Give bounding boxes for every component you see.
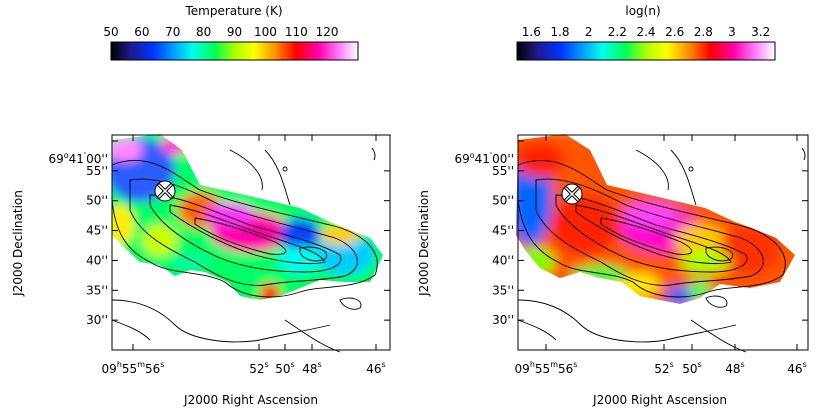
colorbar-tick-label: 2.6: [665, 25, 684, 39]
colorbar-tick-label: 90: [227, 25, 242, 39]
y-tick-label: 40'': [86, 253, 108, 267]
y-axis-label: J2000 Declination: [417, 190, 431, 297]
plot-frame: [517, 134, 809, 351]
y-tick-label: 30'': [492, 313, 514, 327]
colorbar-title: log(n): [625, 4, 660, 18]
colorbar-tick-label: 3: [728, 25, 736, 39]
x-tick-labels: 09h55m56s 52s 50s 48s 46s: [102, 360, 386, 376]
y-tick-labels: 30'' 35'' 40'' 45'' 50'' 55'': [86, 164, 108, 327]
colorbar-tick-label: 50: [103, 25, 118, 39]
x-tick-label: 46s: [366, 360, 385, 376]
colorbar-tick-label: 70: [165, 25, 180, 39]
heatmap-temperature: [112, 134, 383, 300]
contours-density: [517, 147, 806, 353]
x-axis-label: J2000 Right Ascension: [183, 393, 318, 407]
colorbar-tick-label: 120: [316, 25, 339, 39]
y-tick-label: 55'': [86, 164, 108, 178]
y-tick-label: 40'': [492, 253, 514, 267]
y-tick-label: 35'': [86, 283, 108, 297]
colorbar-tick-label: 110: [285, 25, 308, 39]
colorbar-tick-label: 2.2: [608, 25, 627, 39]
heatmap-density: [516, 134, 795, 304]
x-tick-label: 09h55m56s: [515, 360, 578, 376]
contours-temperature: [111, 147, 378, 353]
y-tick-label: 50'': [492, 194, 514, 208]
x-tick-label: 52s: [654, 360, 673, 376]
plot-frame: [111, 134, 391, 351]
y-tick-label: 45'': [492, 224, 514, 238]
colorbar-tick-label: 60: [134, 25, 149, 39]
colorbar-ticks: 50 60 70 80 90 100 110 120: [103, 25, 338, 39]
y-tick-label: 45'': [86, 224, 108, 238]
x-tick-labels: 09h55m56s 52s 50s 48s 46s: [515, 360, 807, 376]
x-axis-label: J2000 Right Ascension: [592, 393, 727, 407]
panel-temperature: Temperature (K) 50 60 70 80 90 100 110 120: [11, 4, 391, 407]
y-tick-top: 69o41'00'': [48, 151, 108, 166]
colorbar-tick-label: 1.8: [550, 25, 569, 39]
panel-density: log(n) 1.6 1.8 2 2.2 2.4 2.6 2.8 3 3.2: [417, 4, 809, 407]
colorbar-tick-label: 2.4: [636, 25, 655, 39]
colorbar: [110, 41, 359, 61]
y-tick-label: 55'': [492, 164, 514, 178]
colorbar-ticks: 1.6 1.8 2 2.2 2.4 2.6 2.8 3 3.2: [522, 25, 770, 39]
x-tick-label: 50s: [275, 360, 294, 376]
colorbar-tick-label: 3.2: [751, 25, 770, 39]
y-tick-label: 35'': [492, 283, 514, 297]
x-tick-label: 50s: [682, 360, 701, 376]
x-tick-label: 09h55m56s: [102, 360, 165, 376]
axis-ticks: [518, 135, 808, 350]
y-tick-labels: 30'' 35'' 40'' 45'' 50'' 55'': [492, 164, 514, 327]
colorbar-tick-label: 2.8: [694, 25, 713, 39]
x-tick-label: 48s: [725, 360, 744, 376]
colorbar-tick-label: 100: [254, 25, 277, 39]
y-tick-label: 50'': [86, 194, 108, 208]
y-tick-label: 30'': [86, 313, 108, 327]
x-tick-label: 48s: [302, 360, 321, 376]
marker-cross: [561, 183, 583, 205]
colorbar: [516, 41, 776, 61]
colorbar-title: Temperature (K): [184, 4, 282, 18]
colorbar-tick-label: 1.6: [522, 25, 541, 39]
colorbar-tick-label: 2: [585, 25, 593, 39]
x-tick-label: 52s: [249, 360, 268, 376]
y-axis-label: J2000 Declination: [11, 190, 25, 297]
colorbar-tick-label: 80: [196, 25, 211, 39]
y-tick-top: 69o41'00'': [454, 151, 514, 166]
axis-ticks: [112, 135, 390, 350]
x-tick-label: 46s: [787, 360, 806, 376]
marker-cross: [154, 180, 176, 202]
